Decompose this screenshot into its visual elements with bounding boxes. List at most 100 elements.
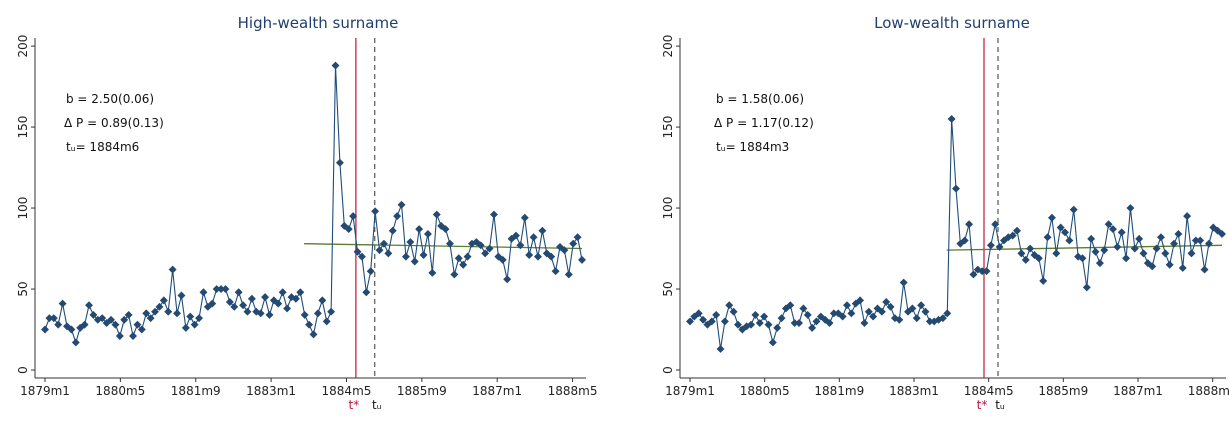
x-tick-label: 1887m1	[1113, 384, 1163, 398]
data-point	[1200, 265, 1209, 274]
data-point	[49, 314, 58, 323]
stat-b: b = 1.58(0.06)	[716, 92, 804, 106]
data-point	[538, 226, 547, 235]
data-point	[366, 267, 375, 276]
data-point	[1082, 283, 1091, 292]
data-point	[146, 314, 155, 323]
data-point	[1043, 233, 1052, 242]
series-line	[44, 65, 583, 345]
data-point	[551, 267, 560, 276]
data-point	[516, 241, 525, 250]
data-point	[877, 307, 886, 316]
data-point	[181, 323, 190, 332]
chart-title: Low-wealth surname	[874, 14, 1030, 32]
data-point	[375, 246, 384, 255]
data-point	[847, 309, 856, 318]
y-tick-label: 150	[16, 116, 30, 139]
t-star-label: t*	[349, 398, 360, 412]
data-point	[1039, 276, 1048, 285]
data-point	[379, 239, 388, 248]
data-point	[1130, 244, 1139, 253]
data-point	[300, 310, 309, 319]
data-point	[1021, 255, 1030, 264]
data-point	[777, 314, 786, 323]
data-point	[384, 249, 393, 258]
data-point	[808, 323, 817, 332]
data-point	[454, 254, 463, 263]
data-point	[1165, 260, 1174, 269]
x-tick-label: 1884m5	[322, 384, 372, 398]
data-point	[725, 301, 734, 310]
data-point	[1113, 242, 1122, 251]
data-point	[1135, 234, 1144, 243]
data-point	[151, 307, 160, 316]
data-point	[895, 315, 904, 324]
data-point	[432, 210, 441, 219]
data-point	[1013, 226, 1022, 235]
data-point	[1196, 236, 1205, 245]
data-point	[699, 315, 708, 324]
stat-delta-p: Δ P = 0.89(0.13)	[64, 116, 164, 130]
data-point	[410, 257, 419, 266]
data-point	[578, 255, 586, 264]
data-point	[463, 252, 472, 261]
trend-line	[946, 244, 1223, 251]
data-point	[335, 158, 344, 167]
data-point	[707, 317, 716, 326]
data-point	[860, 319, 869, 327]
data-point	[795, 319, 803, 327]
data-point	[362, 288, 371, 297]
data-point	[947, 115, 956, 123]
data-point	[322, 317, 331, 326]
data-point	[415, 225, 424, 234]
data-point	[173, 309, 182, 318]
data-point	[124, 310, 133, 319]
data-point	[445, 239, 454, 248]
data-point	[512, 231, 520, 240]
t-u-label: tᵤ	[372, 398, 382, 412]
data-point	[256, 309, 265, 318]
plot-area: 0 50 100 150 200 1879m1 1880m5 1881m9 1883m1 1884…	[16, 35, 598, 412]
data-point	[1095, 259, 1104, 268]
data-point	[986, 241, 995, 250]
data-point	[829, 309, 838, 318]
data-point	[239, 301, 248, 310]
panel-high-wealth: High-wealth surname 0 50 100 150 200 1879m1 18…	[16, 14, 598, 412]
data-point	[1174, 230, 1183, 238]
data-point	[481, 249, 490, 258]
data-point	[186, 312, 195, 321]
data-point	[261, 293, 270, 302]
data-point	[764, 320, 773, 329]
data-point	[225, 298, 234, 306]
data-point	[712, 310, 721, 319]
data-point	[1087, 234, 1096, 243]
x-tick-label: 1883m1	[889, 384, 939, 398]
x-tick-label: 1885m9	[397, 384, 447, 398]
data-point	[1065, 236, 1074, 245]
x-tick-label: 1884m5	[964, 384, 1014, 398]
data-point	[155, 302, 164, 311]
t-u-label: tᵤ	[995, 398, 1005, 412]
data-point	[243, 307, 252, 316]
data-point	[751, 310, 760, 319]
data-point	[790, 319, 799, 327]
x-tick-label: 1879m1	[665, 384, 715, 398]
y-tick-label: 0	[16, 366, 30, 374]
data-point	[393, 212, 402, 221]
data-point	[349, 212, 358, 221]
data-point	[397, 200, 406, 209]
data-point	[71, 338, 80, 347]
data-point	[85, 301, 93, 310]
data-point	[1026, 244, 1035, 253]
data-point	[283, 304, 292, 313]
data-point	[221, 285, 230, 293]
data-point	[344, 225, 353, 234]
x-tick-label: 1883m1	[246, 384, 296, 398]
data-point	[503, 275, 512, 284]
data-point	[694, 309, 703, 318]
x-tick-label: 1887m1	[472, 384, 522, 398]
data-point	[190, 320, 199, 329]
data-point	[1156, 233, 1165, 242]
data-point	[327, 307, 336, 316]
data-point	[520, 213, 529, 222]
